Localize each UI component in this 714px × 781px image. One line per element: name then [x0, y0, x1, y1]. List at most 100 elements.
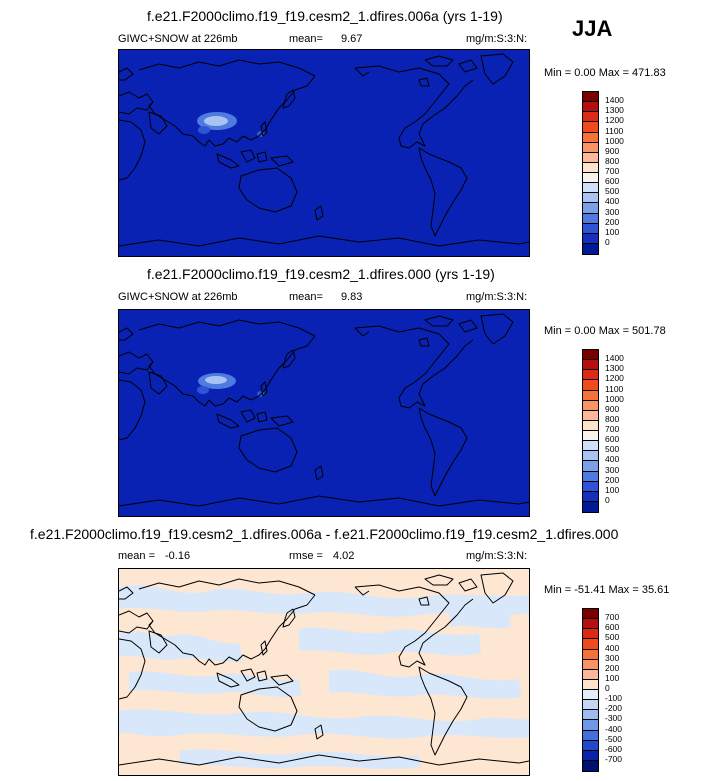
- colorbar-tick-label: -300: [605, 713, 623, 724]
- panel2-title: f.e21.F2000climo.f19_f19.cesm2_1.dfires.…: [147, 266, 495, 282]
- colorbar-swatch: [583, 360, 598, 371]
- colorbar-swatch: [583, 481, 598, 492]
- colorbar-tick-label: 0: [605, 236, 610, 247]
- colorbar-swatch: [583, 410, 598, 421]
- colorbar-swatch: [583, 700, 598, 711]
- map-field-fill: [119, 310, 529, 516]
- colorbar-swatch: [583, 690, 598, 701]
- colorbar-swatch: [583, 501, 598, 512]
- panel1-variable-label: GIWC+SNOW at 226mb: [118, 33, 238, 45]
- season-label: JJA: [572, 16, 613, 41]
- colorbar-swatch: [583, 431, 598, 442]
- colorbar-tick-label: 100: [605, 484, 620, 495]
- colorbar-swatch: [583, 243, 598, 254]
- panel3-colorbar: [582, 608, 599, 772]
- colorbar-tick-label: 800: [605, 413, 620, 424]
- colorbar-tick-label: 0: [605, 683, 610, 693]
- panel3-map-svg: [119, 569, 529, 775]
- panel2-colorbar: [582, 349, 599, 513]
- colorbar-swatch: [583, 213, 598, 224]
- colorbar-tick-label: 900: [605, 403, 620, 414]
- panel3-rmse-value: 4.02: [333, 550, 355, 562]
- panel3-colorbar-labels: 700 600 500 400 300 200 100 0 -100 -200 -300 -400 -5…: [605, 608, 645, 770]
- colorbar-swatch: [583, 639, 598, 650]
- panel2-map-svg: [119, 310, 529, 516]
- panel2-variable-label: GIWC+SNOW at 226mb: [118, 291, 238, 303]
- colorbar-swatch: [583, 659, 598, 670]
- colorbar-tick-label: 300: [605, 652, 620, 663]
- colorbar-swatch: [583, 183, 598, 194]
- colorbar-swatch: [583, 112, 598, 123]
- colorbar-swatch: [583, 223, 598, 234]
- colorbar-tick-label: 400: [605, 642, 620, 653]
- colorbar-swatch: [583, 491, 598, 502]
- colorbar-swatch: [583, 609, 598, 620]
- colorbar-tick-label: -200: [605, 703, 623, 714]
- colorbar-tick-label: 200: [605, 662, 620, 673]
- colorbar-tick-label: 800: [605, 155, 620, 166]
- colorbar-swatch: [583, 400, 598, 411]
- colorbar-swatch: [583, 152, 598, 163]
- colorbar-tick-label: 400: [605, 454, 620, 465]
- colorbar-tick-label: -600: [605, 743, 623, 754]
- panel3-units: mg/m:S:3:N:: [466, 550, 528, 562]
- colorbar-swatch: [583, 679, 598, 690]
- colorbar-tick-label: 500: [605, 632, 620, 643]
- colorbar-tick-label: 100: [605, 672, 620, 683]
- colorbar-tick-label: 1100: [605, 383, 624, 394]
- colorbar-swatch: [583, 390, 598, 401]
- colorbar-swatch: [583, 92, 598, 103]
- panel2-map: [118, 309, 530, 517]
- colorbar-swatch: [583, 420, 598, 431]
- colorbar-swatch: [583, 203, 598, 214]
- colorbar-tick-label: 200: [605, 474, 620, 485]
- panel1-units: mg/m:S:3:N:: [466, 33, 528, 45]
- colorbar-tick-label: 500: [605, 444, 620, 455]
- colorbar-tick-label: 300: [605, 464, 620, 475]
- colorbar-tick-label: 1000: [605, 135, 624, 146]
- panel3-mean-value: -0.16: [165, 550, 191, 562]
- colorbar-tick-label: 1200: [605, 373, 624, 384]
- panel1-map-svg: [119, 50, 529, 256]
- colorbar-swatch: [583, 122, 598, 133]
- colorbar-tick-label: 600: [605, 434, 620, 445]
- panel1-colorbar-labels: 1400 1300 1200 1100 1000 900 800 700 600 500 400 30…: [605, 91, 645, 253]
- colorbar-swatch: [583, 669, 598, 680]
- panel1-colorbar: [582, 91, 599, 255]
- colorbar-swatch: [583, 350, 598, 361]
- field-negative-patches: [119, 585, 529, 769]
- panel2-colorbar-labels: 1400 1300 1200 1100 1000 900 800 700 600 500 400 30…: [605, 349, 645, 511]
- colorbar-swatch: [583, 710, 598, 721]
- colorbar-swatch: [583, 102, 598, 113]
- colorbar-swatch: [583, 233, 598, 244]
- panel2-mean-value: 9.83: [341, 291, 363, 303]
- panel1-mean-label: mean=: [289, 33, 323, 45]
- colorbar-swatch: [583, 132, 598, 143]
- panel2-mean-label: mean=: [289, 291, 323, 303]
- colorbar-swatch: [583, 720, 598, 731]
- colorbar-tick-label: 1400: [605, 353, 624, 364]
- colorbar-tick-label: 500: [605, 186, 620, 197]
- panel1-map: [118, 49, 530, 257]
- colorbar-tick-label: 900: [605, 145, 620, 156]
- colorbar-tick-label: 600: [605, 176, 620, 187]
- colorbar-swatch: [583, 142, 598, 153]
- colorbar-swatch: [583, 380, 598, 391]
- field-blob-india: [197, 386, 209, 394]
- colorbar-tick-label: 100: [605, 226, 620, 237]
- colorbar-tick-label: -700: [605, 753, 623, 764]
- panel1-minmax: Min = 0.00 Max = 471.83: [544, 67, 666, 79]
- colorbar-tick-label: 1300: [605, 363, 624, 374]
- colorbar-swatch: [583, 162, 598, 173]
- colorbar-swatch: [583, 451, 598, 462]
- colorbar-tick-label: 200: [605, 216, 620, 227]
- panel3-map: [118, 568, 530, 776]
- panel3-minmax: Min = -51.41 Max = 35.61: [544, 584, 670, 596]
- colorbar-swatch: [583, 760, 598, 771]
- panel3-title: f.e21.F2000climo.f19_f19.cesm2_1.dfires.…: [30, 526, 619, 542]
- field-blob-india: [198, 126, 210, 134]
- colorbar-swatch: [583, 370, 598, 381]
- panel1-title: f.e21.F2000climo.f19_f19.cesm2_1.dfires.…: [147, 8, 503, 24]
- map-field-fill: [119, 50, 529, 256]
- colorbar-swatch: [583, 441, 598, 452]
